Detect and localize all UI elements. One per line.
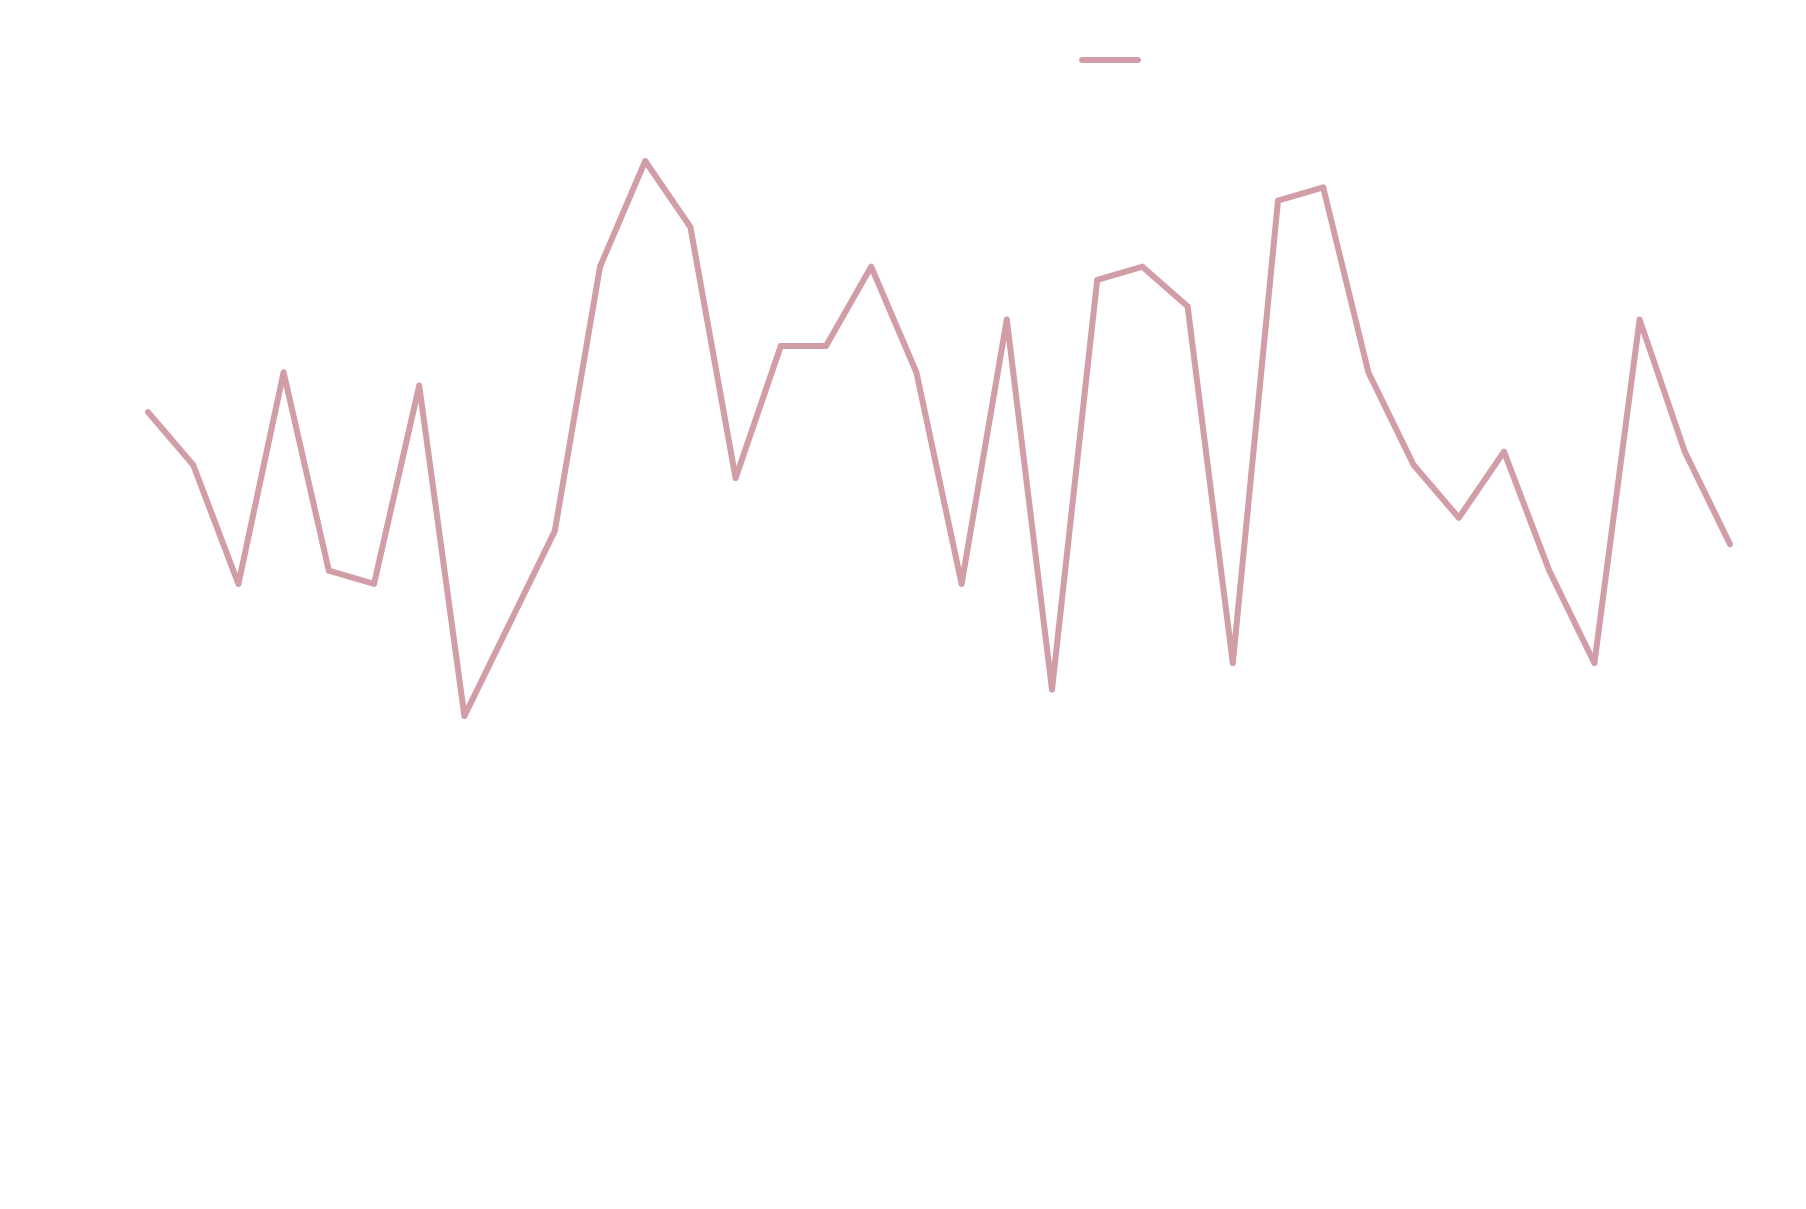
data-point bbox=[1184, 303, 1191, 310]
plot-area bbox=[145, 158, 1733, 719]
data-point bbox=[913, 369, 920, 376]
data-point bbox=[551, 528, 558, 534]
data-point bbox=[1094, 276, 1101, 283]
data-point bbox=[868, 263, 875, 270]
data-point bbox=[1681, 448, 1688, 455]
data-point bbox=[1275, 197, 1281, 204]
data-point bbox=[1003, 316, 1010, 323]
data-point bbox=[642, 158, 649, 164]
data-point bbox=[461, 713, 468, 719]
data-point bbox=[1410, 461, 1417, 468]
data-point bbox=[190, 461, 197, 468]
data-point bbox=[1501, 448, 1507, 455]
data-point bbox=[1727, 541, 1733, 548]
data-point bbox=[1636, 316, 1643, 323]
data-point bbox=[1229, 660, 1236, 667]
data-point bbox=[687, 224, 694, 231]
data-point bbox=[777, 343, 784, 349]
data-point bbox=[1139, 263, 1146, 270]
data-point bbox=[958, 580, 965, 587]
data-point bbox=[235, 580, 242, 587]
data-point bbox=[1320, 184, 1327, 191]
data-point bbox=[1591, 660, 1598, 667]
data-point bbox=[732, 475, 739, 482]
data-point bbox=[506, 620, 513, 627]
data-point bbox=[1365, 369, 1372, 376]
data-point bbox=[325, 567, 332, 574]
data-point bbox=[1049, 686, 1055, 693]
data-point bbox=[1455, 514, 1462, 521]
data-point bbox=[145, 409, 151, 416]
data-point bbox=[597, 263, 603, 270]
series-line bbox=[145, 158, 1733, 719]
data-point bbox=[280, 369, 287, 376]
data-point bbox=[371, 580, 377, 587]
data-point bbox=[823, 343, 829, 349]
data-point bbox=[1546, 567, 1553, 574]
data-point bbox=[416, 382, 423, 389]
